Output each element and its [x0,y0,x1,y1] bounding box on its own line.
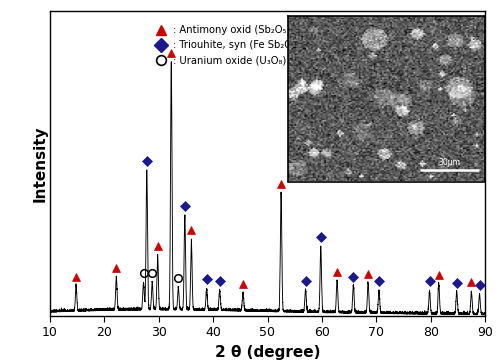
Legend: : Antimony oxid (Sb₂O₅), : Triouhite, syn (Fe Sb₂O₄), : Uranium oxide (U₃O₈): : Antimony oxid (Sb₂O₅), : Triouhite, sy… [150,25,300,65]
Y-axis label: Intensity: Intensity [32,125,47,202]
X-axis label: 2 θ (degree): 2 θ (degree) [215,345,320,360]
Text: 30μm: 30μm [438,158,460,167]
